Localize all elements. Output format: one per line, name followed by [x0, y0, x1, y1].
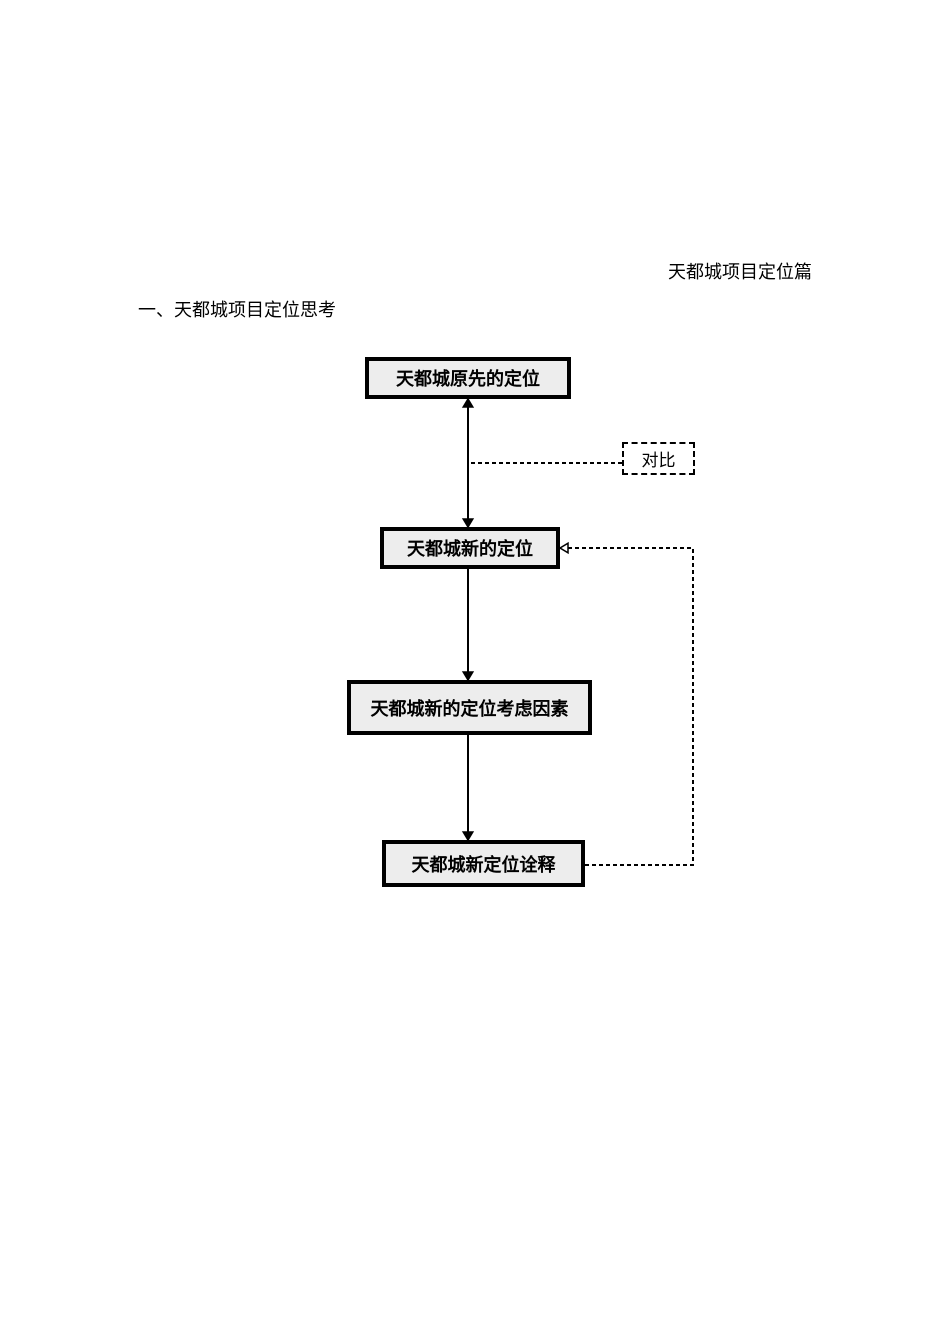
flowchart-node-n2: 天都城新的定位 — [380, 527, 560, 569]
section-title: 一、天都城项目定位思考 — [138, 296, 336, 322]
flowchart-node-n1: 天都城原先的定位 — [365, 357, 571, 399]
page-header: 天都城项目定位篇 — [668, 258, 812, 284]
flowchart-node-c1: 对比 — [622, 442, 695, 475]
flowchart-edges — [0, 0, 950, 1344]
flowchart-node-n3: 天都城新的定位考虑因素 — [347, 680, 592, 735]
flowchart-node-n4: 天都城新定位诠释 — [382, 840, 585, 887]
